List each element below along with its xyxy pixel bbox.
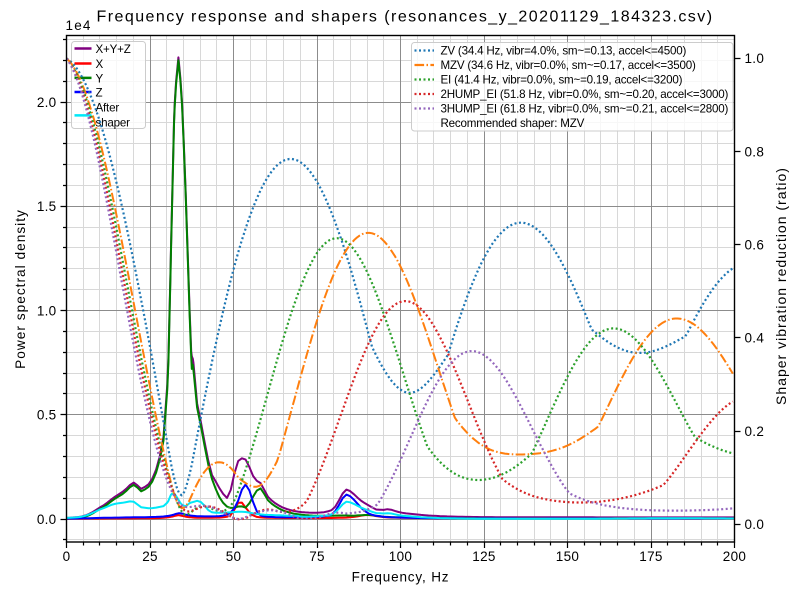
svg-text:X: X (96, 58, 104, 71)
svg-text:0.5: 0.5 (37, 408, 57, 423)
svg-text:Frequency, Hz: Frequency, Hz (352, 570, 450, 585)
svg-text:75: 75 (309, 549, 325, 564)
svg-text:0.6: 0.6 (745, 238, 765, 253)
svg-text:1.0: 1.0 (745, 51, 765, 66)
svg-text:25: 25 (142, 549, 158, 564)
svg-text:2.0: 2.0 (37, 95, 57, 110)
svg-text:0.4: 0.4 (745, 331, 765, 346)
svg-text:0: 0 (63, 549, 71, 564)
svg-text:200: 200 (723, 549, 746, 564)
svg-text:175: 175 (639, 549, 662, 564)
svg-text:0.0: 0.0 (745, 517, 765, 532)
svg-text:100: 100 (389, 549, 412, 564)
svg-text:1.0: 1.0 (37, 303, 57, 318)
svg-text:3HUMP_EI (61.8 Hz, vibr=0.0%,: 3HUMP_EI (61.8 Hz, vibr=0.0%, sm~=0.21, … (441, 103, 729, 116)
svg-text:50: 50 (226, 549, 242, 564)
svg-text:shaper: shaper (96, 116, 131, 129)
svg-text:0.2: 0.2 (745, 424, 765, 439)
svg-text:Y: Y (96, 73, 104, 86)
svg-text:X+Y+Z: X+Y+Z (96, 43, 131, 56)
svg-text:Z: Z (96, 87, 103, 100)
svg-text:After: After (96, 102, 120, 115)
svg-text:1.5: 1.5 (37, 199, 57, 214)
svg-text:1e4: 1e4 (66, 18, 92, 33)
svg-text:2HUMP_EI (51.8 Hz, vibr=0.0%,: 2HUMP_EI (51.8 Hz, vibr=0.0%, sm~=0.20, … (441, 88, 729, 101)
svg-text:Recommended shaper: MZV: Recommended shaper: MZV (441, 117, 585, 130)
svg-text:EI (41.4 Hz, vibr=0.0%, sm~=0.: EI (41.4 Hz, vibr=0.0%, sm~=0.19, accel<… (441, 74, 683, 87)
svg-text:ZV (34.4 Hz, vibr=4.0%, sm~=0.: ZV (34.4 Hz, vibr=4.0%, sm~=0.13, accel<… (441, 45, 687, 58)
svg-text:Shaper vibration reduction (ra: Shaper vibration reduction (ratio) (773, 167, 789, 405)
svg-text:125: 125 (472, 549, 495, 564)
svg-text:Power spectral density: Power spectral density (13, 209, 28, 369)
svg-text:Frequency response and shapers: Frequency response and shapers (resonanc… (97, 9, 714, 26)
svg-text:150: 150 (556, 549, 579, 564)
svg-text:MZV (34.6 Hz, vibr=0.0%, sm~=0: MZV (34.6 Hz, vibr=0.0%, sm~=0.17, accel… (441, 59, 696, 72)
svg-text:0.0: 0.0 (37, 512, 57, 527)
svg-text:0.8: 0.8 (745, 144, 765, 159)
